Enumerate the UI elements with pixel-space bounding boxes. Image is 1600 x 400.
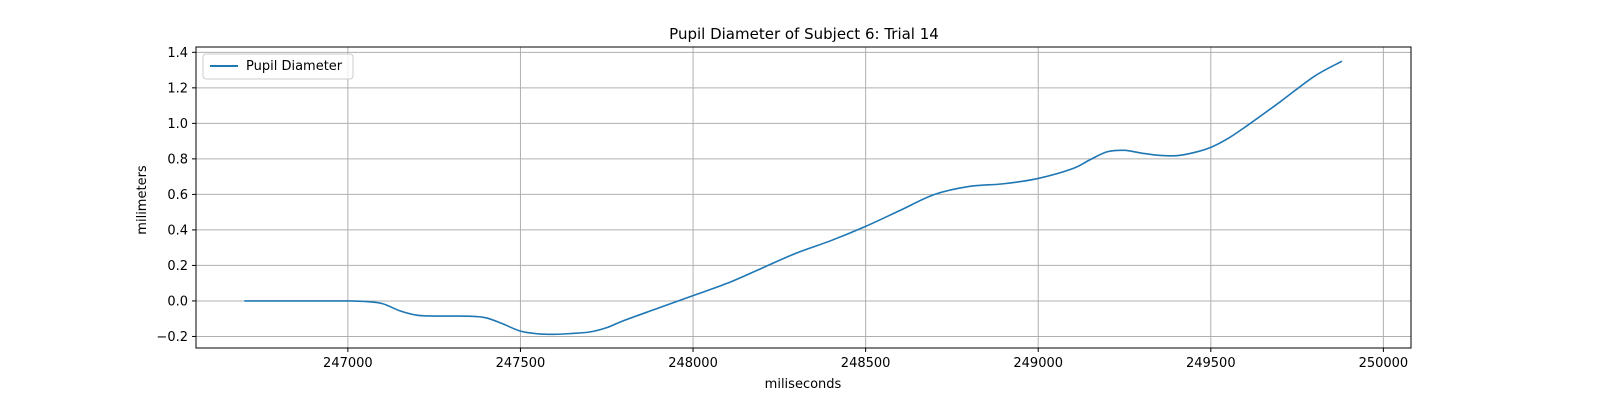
y-tick-label: −0.2 (156, 330, 188, 345)
legend-label-pupil-diameter: Pupil Diameter (246, 59, 343, 74)
x-axis-label: miliseconds (765, 377, 842, 392)
x-tick-label: 247500 (496, 356, 546, 371)
y-tick-label: 1.0 (167, 117, 188, 132)
x-tick-label: 249000 (1013, 356, 1063, 371)
y-tick-label: 0.6 (167, 188, 188, 203)
y-tick-label: 0.8 (167, 152, 188, 167)
legend: Pupil Diameter (202, 53, 354, 80)
x-tick-label: 248500 (841, 356, 891, 371)
y-tick-label: 1.2 (167, 81, 188, 96)
grid-lines (196, 47, 1411, 348)
y-axis-ticks: −0.2 0.0 0.2 0.4 0.6 0.8 1.0 1.2 1.4 (156, 46, 196, 345)
plot-frame (195, 46, 1412, 349)
series-layer (244, 60, 1343, 336)
y-tick-label: 1.4 (167, 46, 188, 61)
x-tick-label: 249500 (1186, 356, 1236, 371)
x-tick-label: 250000 (1359, 356, 1409, 371)
series-line-pupil-diameter (244, 60, 1343, 336)
y-axis-label: milimeters (135, 165, 150, 235)
y-tick-label: 0.4 (167, 223, 188, 238)
x-axis-ticks: 247000 247500 248000 248500 249000 249500 2500… (323, 348, 1408, 371)
x-tick-label: 247000 (323, 356, 373, 371)
chart-title: Pupil Diameter of Subject 6: Trial 14 (669, 25, 939, 43)
y-tick-label: 0.0 (167, 294, 188, 309)
y-tick-label: 0.2 (167, 259, 188, 274)
x-tick-label: 248000 (668, 356, 718, 371)
legend-box (202, 53, 354, 80)
